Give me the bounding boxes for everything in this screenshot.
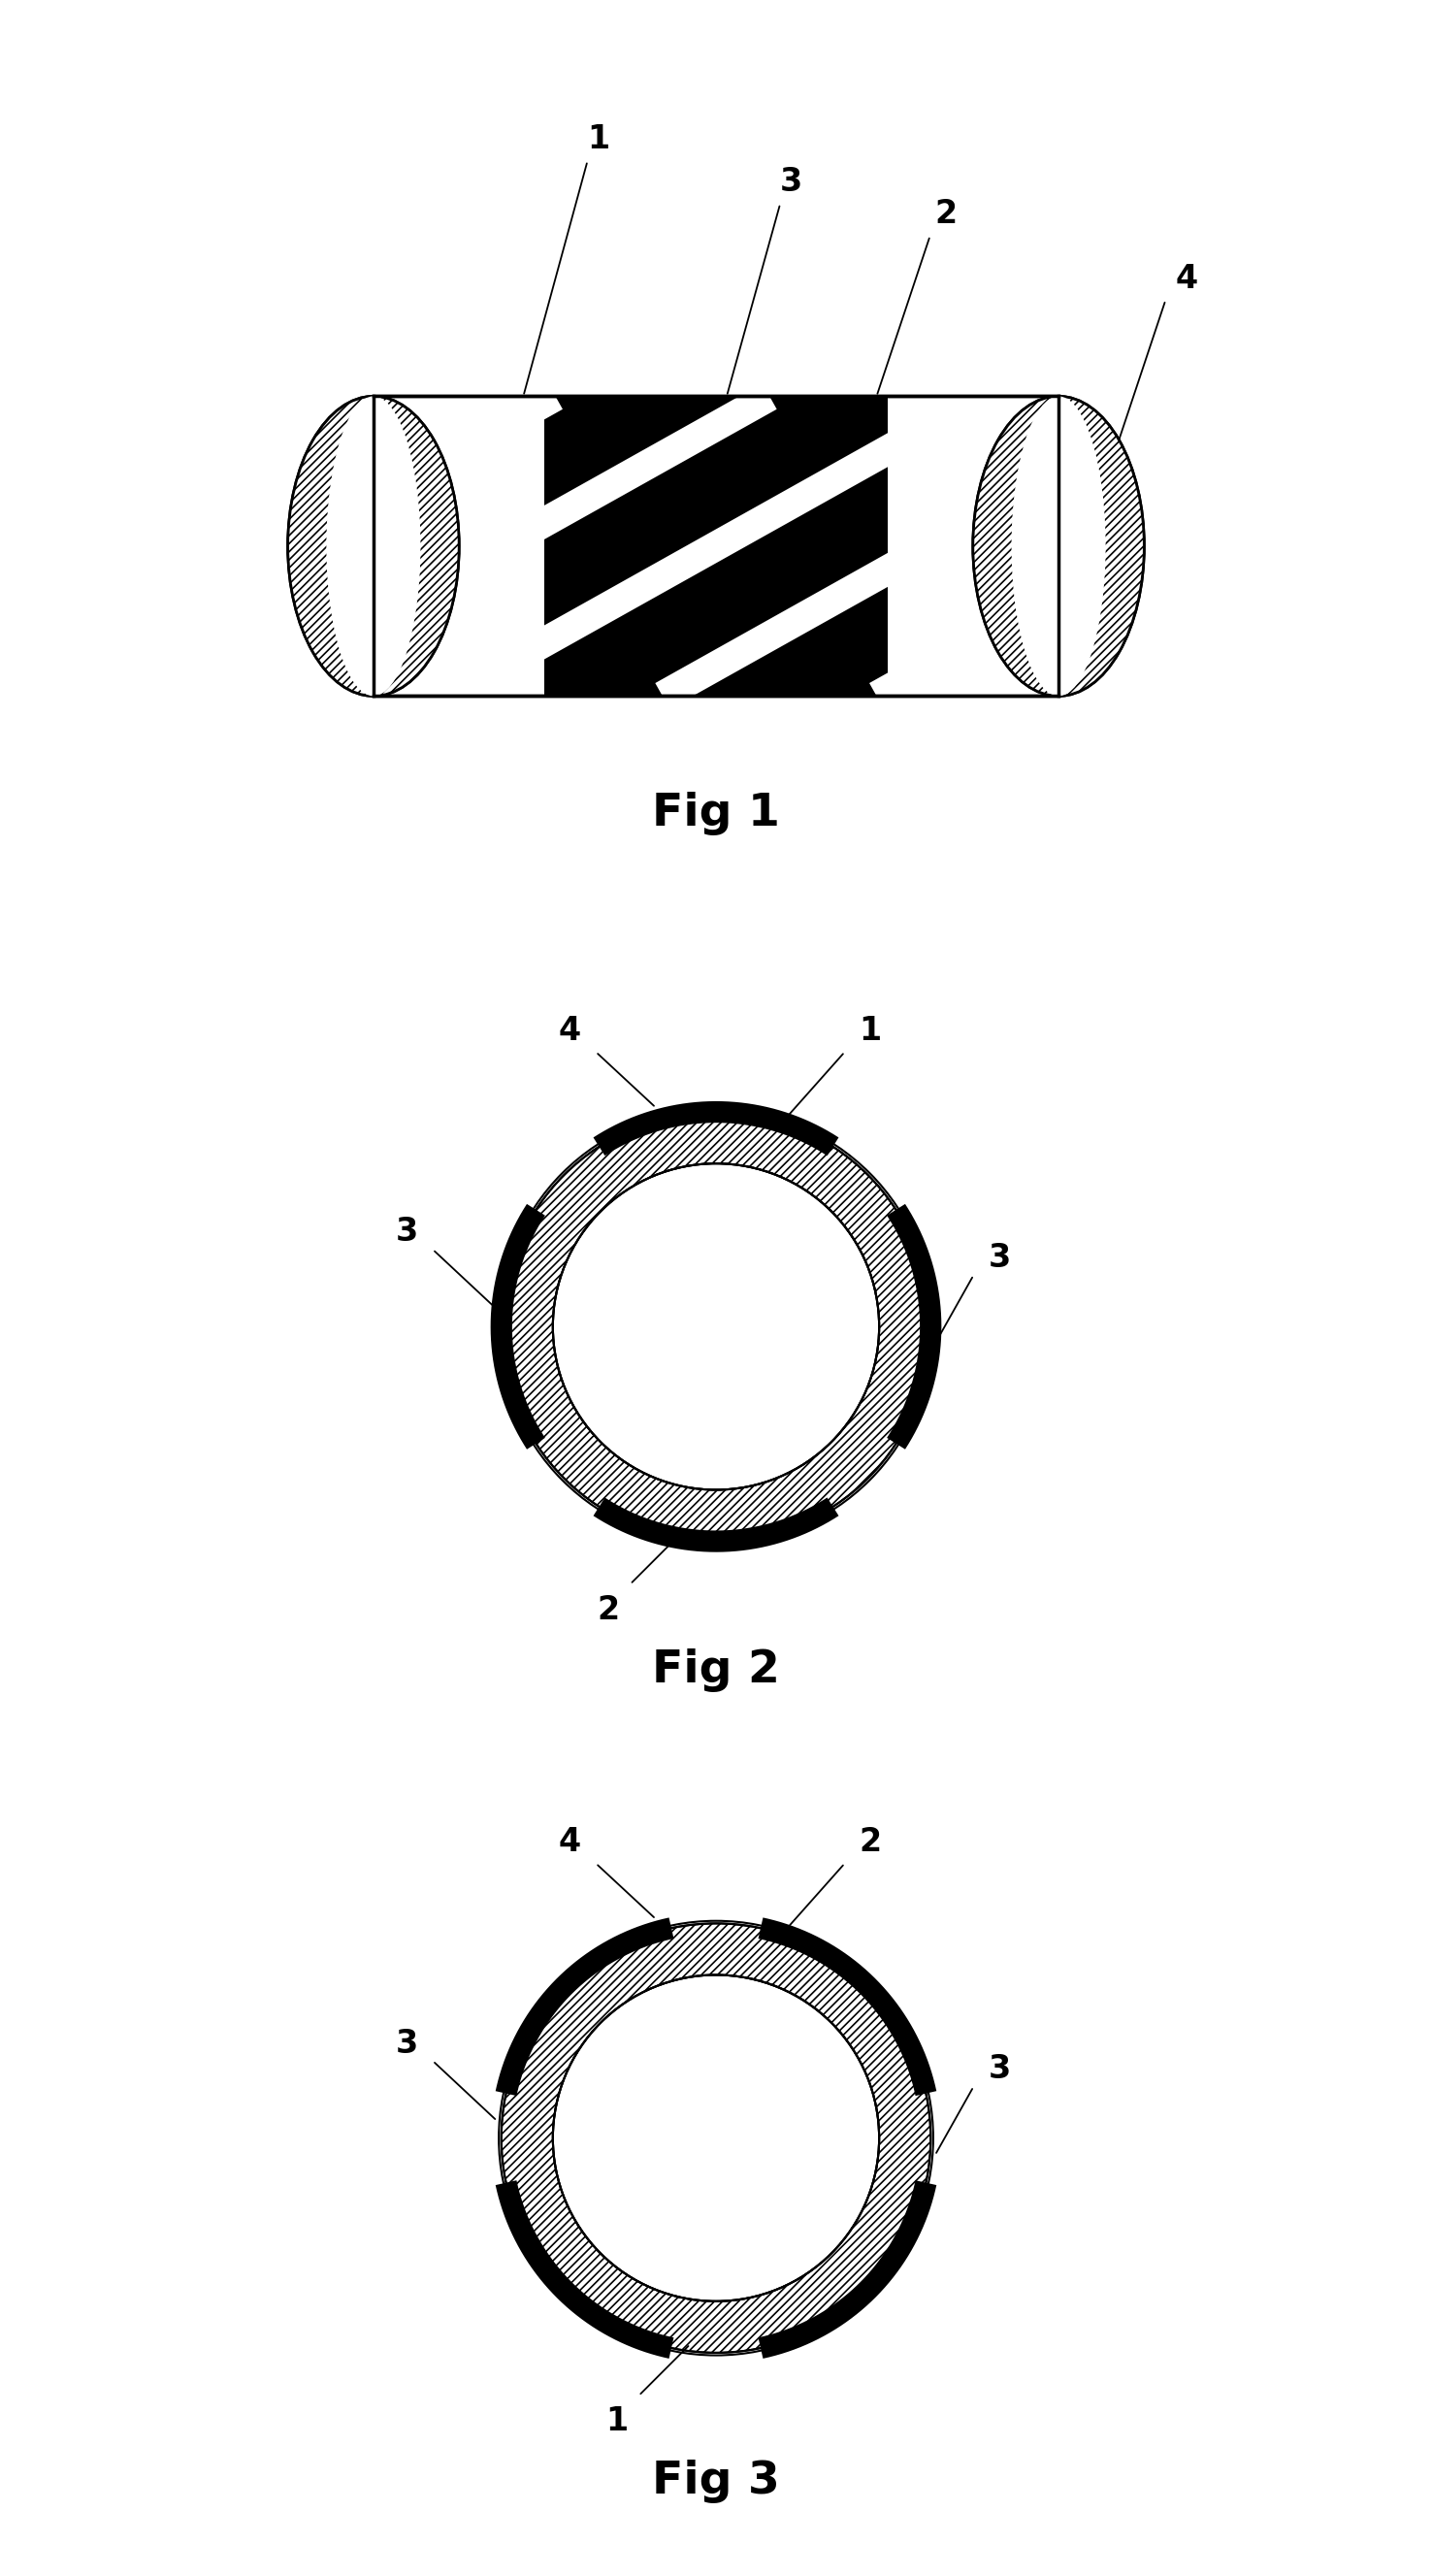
Ellipse shape bbox=[288, 397, 460, 696]
Ellipse shape bbox=[972, 397, 1144, 696]
Text: 3: 3 bbox=[395, 1216, 418, 1249]
Text: 3: 3 bbox=[779, 165, 802, 198]
Text: 3: 3 bbox=[988, 1242, 1011, 1275]
Ellipse shape bbox=[288, 397, 460, 696]
Polygon shape bbox=[888, 397, 1058, 696]
Ellipse shape bbox=[972, 397, 1144, 696]
Ellipse shape bbox=[1011, 397, 1106, 696]
Polygon shape bbox=[374, 397, 1058, 696]
Text: 2: 2 bbox=[859, 1826, 882, 1857]
Text: Fig 2: Fig 2 bbox=[652, 1649, 780, 1692]
Text: 4: 4 bbox=[558, 1015, 581, 1046]
Polygon shape bbox=[374, 397, 1058, 696]
Text: 1: 1 bbox=[606, 2406, 629, 2437]
Text: 3: 3 bbox=[395, 2027, 418, 2061]
Text: 1: 1 bbox=[587, 124, 610, 155]
Text: 2: 2 bbox=[597, 1595, 620, 1625]
Text: 4: 4 bbox=[1176, 263, 1199, 294]
Polygon shape bbox=[374, 397, 544, 696]
Text: 1: 1 bbox=[859, 1015, 882, 1046]
Text: 4: 4 bbox=[558, 1826, 581, 1857]
Text: Fig 1: Fig 1 bbox=[652, 791, 780, 835]
Ellipse shape bbox=[326, 397, 421, 696]
Text: 3: 3 bbox=[988, 2053, 1011, 2087]
Text: Fig 3: Fig 3 bbox=[652, 2460, 780, 2504]
Text: 2: 2 bbox=[935, 198, 958, 229]
